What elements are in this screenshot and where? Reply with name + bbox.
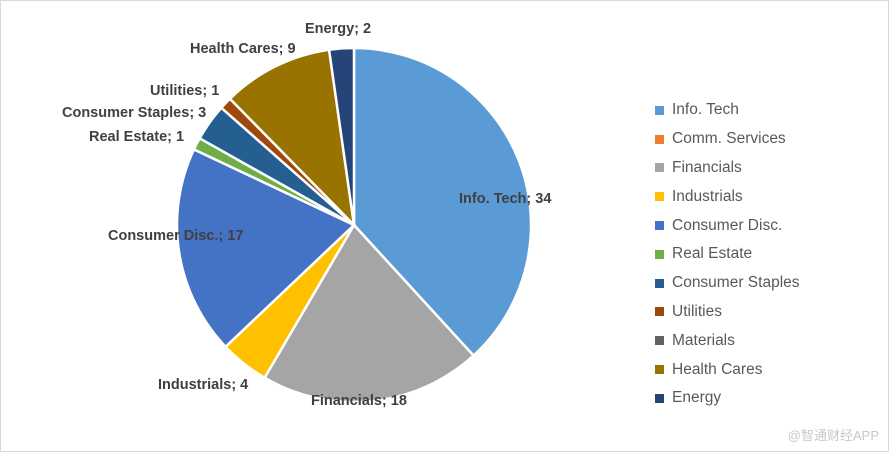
pie-slice-energy — [327, 46, 356, 226]
data-label-energy: Energy; 2 — [305, 21, 371, 37]
legend-item-industrials: Industrials — [655, 182, 800, 211]
legend-swatch — [655, 249, 664, 259]
data-label-health-cares: Health Cares; 9 — [190, 41, 296, 57]
legend-swatch — [655, 221, 664, 231]
data-label-real-estate: Real Estate; 1 — [89, 129, 184, 145]
pie-slices — [175, 46, 533, 404]
legend: Info. Tech Comm. Services Financials Indust… — [655, 96, 800, 413]
legend-swatch — [655, 278, 664, 288]
data-label-consumer-disc: Consumer Disc.; 17 — [108, 228, 243, 244]
legend-item-financials: Financials — [655, 154, 800, 183]
legend-label: Info. Tech — [672, 101, 739, 119]
legend-label: Real Estate — [672, 245, 753, 263]
legend-label: Consumer Disc. — [672, 216, 783, 234]
legend-swatch — [655, 307, 664, 317]
legend-item-consumer-staples: Consumer Staples — [655, 269, 800, 298]
legend-item-consumer-disc: Consumer Disc. — [655, 211, 800, 240]
legend-label: Consumer Staples — [672, 274, 800, 292]
pie-slice-health-cares — [228, 48, 356, 229]
legend-item-info-tech: Info. Tech — [655, 96, 800, 125]
data-label-financials: Financials; 18 — [311, 393, 407, 409]
data-label-consumer-staples: Consumer Staples; 3 — [62, 105, 206, 121]
legend-swatch — [655, 134, 664, 144]
watermark: @智通财经APP — [787, 428, 879, 443]
legend-item-materials: Materials — [655, 326, 800, 355]
legend-item-utilities: Utilities — [655, 298, 800, 327]
legend-swatch — [655, 192, 664, 202]
legend-label: Health Cares — [672, 360, 763, 378]
legend-item-real-estate: Real Estate — [655, 240, 800, 269]
legend-label: Energy — [672, 389, 722, 407]
legend-swatch — [655, 336, 664, 346]
pie-slice-financials — [262, 222, 476, 404]
legend-item-comm-services: Comm. Services — [655, 125, 800, 154]
legend-label: Utilities — [672, 302, 722, 320]
legend-item-health-cares: Health Cares — [655, 355, 800, 384]
legend-swatch — [655, 393, 664, 403]
legend-swatch — [655, 365, 664, 375]
data-label-industrials: Industrials; 4 — [158, 377, 248, 393]
data-labels: Info. Tech; 34 Financials; 18 Industrials;… — [62, 21, 551, 409]
legend-swatch — [655, 105, 664, 115]
pie-slice-info-tech — [352, 46, 533, 358]
data-label-info-tech: Info. Tech; 34 — [459, 191, 551, 207]
legend-label: Materials — [672, 331, 735, 349]
legend-item-energy: Energy — [655, 384, 800, 413]
pie-slice-consumer-disc — [175, 147, 357, 349]
data-label-utilities: Utilities; 1 — [150, 83, 219, 99]
legend-label: Industrials — [672, 187, 743, 205]
legend-swatch — [655, 163, 664, 173]
legend-label: Comm. Services — [672, 130, 786, 148]
legend-label: Financials — [672, 158, 742, 176]
